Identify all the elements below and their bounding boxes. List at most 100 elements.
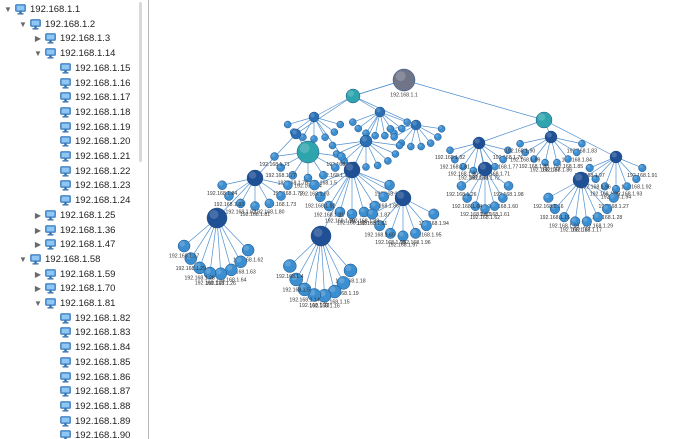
tree-item[interactable]: 192.168.1.90 <box>0 428 138 439</box>
graph-node-circle[interactable] <box>330 128 339 136</box>
graph-node[interactable]: 192.168.1.73 <box>458 166 489 182</box>
graph-node[interactable]: 192.168.1.92 <box>305 191 336 210</box>
graph-node[interactable]: 192.168.1.63 <box>460 201 491 219</box>
graph-node[interactable]: 192.168.1.92 <box>621 174 652 190</box>
graph-node[interactable]: 192.168.1.16 <box>309 288 340 310</box>
graph-node-circle[interactable] <box>632 174 641 184</box>
tree-item[interactable]: ▶ 192.168.1.47 <box>0 237 138 252</box>
graph-node[interactable]: 192.168.1.89 <box>337 208 367 227</box>
graph-node-circle[interactable] <box>469 166 478 175</box>
graph-node[interactable]: 192.168.1.81 <box>240 201 270 219</box>
graph-node[interactable]: 192.168.1.5 <box>282 272 310 294</box>
tree-item[interactable]: ▼ 192.168.1.81 <box>0 296 138 311</box>
graph-node[interactable] <box>296 140 320 164</box>
graph-node[interactable] <box>343 161 361 179</box>
graph-node-circle[interactable] <box>224 191 234 201</box>
graph-node[interactable] <box>336 120 345 129</box>
tree-item[interactable]: 192.168.1.87 <box>0 384 138 399</box>
graph-node[interactable]: 192.168.1.62 <box>470 204 500 222</box>
graph-node[interactable]: 192.168.1.95 <box>411 220 442 238</box>
graph-node-circle[interactable] <box>549 203 560 214</box>
graph-node[interactable]: 192.168.1.15 <box>540 203 570 221</box>
graph-node-circle[interactable] <box>516 139 524 148</box>
triangle-right-icon[interactable]: ▶ <box>34 240 42 250</box>
graph-node-circle[interactable] <box>390 133 398 141</box>
tree-item[interactable]: ▶ 192.168.1.70 <box>0 281 138 296</box>
tree-item[interactable]: 192.168.1.15 <box>0 61 138 76</box>
graph-node[interactable] <box>410 119 422 131</box>
graph-node-circle[interactable] <box>489 201 500 211</box>
graph-node-circle[interactable] <box>451 155 459 164</box>
graph-node-circle[interactable] <box>184 252 198 265</box>
graph-node-circle[interactable] <box>608 192 619 203</box>
graph-node[interactable]: 192.168.1.84 <box>207 180 237 198</box>
graph-node[interactable] <box>384 157 392 165</box>
graph-node-circle[interactable] <box>217 180 227 190</box>
graph-node[interactable]: 192.168.1.60 <box>488 193 518 211</box>
graph-node[interactable]: 192.168.1.27 <box>598 192 629 210</box>
tree-item[interactable]: ▶ 192.168.1.36 <box>0 223 138 238</box>
graph-node-circle[interactable] <box>310 225 332 247</box>
graph-node-circle[interactable] <box>309 179 320 191</box>
graph-node-circle[interactable] <box>611 184 621 194</box>
tree-item[interactable]: 192.168.1.88 <box>0 399 138 414</box>
graph-node-circle[interactable] <box>297 282 312 297</box>
graph-node[interactable] <box>391 150 400 158</box>
triangle-right-icon[interactable]: ▶ <box>34 34 42 44</box>
graph-node[interactable]: 192.168.1.71 <box>259 152 290 169</box>
graph-node-circle[interactable] <box>177 239 191 253</box>
graph-node[interactable]: 192.168.1.97 <box>575 163 605 179</box>
graph-node-circle[interactable] <box>384 157 392 165</box>
graph-node[interactable]: 192.168.1.61 <box>357 208 387 227</box>
graph-node[interactable]: 192.168.1.98 <box>493 181 524 198</box>
graph-node-circle[interactable] <box>241 243 255 257</box>
graph-node[interactable] <box>477 161 493 177</box>
graph-node-circle[interactable] <box>397 124 406 133</box>
graph-node-circle[interactable] <box>371 131 379 140</box>
graph-node-circle[interactable] <box>407 142 415 151</box>
graph-node-circle[interactable] <box>410 119 422 131</box>
triangle-right-icon[interactable]: ▶ <box>34 210 42 220</box>
tree-item[interactable]: 192.168.1.17 <box>0 90 138 105</box>
graph-node[interactable]: 192.168.1.64 <box>216 263 247 284</box>
triangle-right-icon[interactable]: ▶ <box>34 284 42 294</box>
graph-node-circle[interactable] <box>283 120 292 129</box>
graph-node[interactable]: 192.168.1.96 <box>400 227 431 246</box>
tree-item[interactable]: 192.168.1.24 <box>0 193 138 208</box>
triangle-right-icon[interactable]: ▶ <box>34 269 42 279</box>
graph-node[interactable] <box>349 118 357 126</box>
graph-node-circle[interactable] <box>362 163 370 171</box>
graph-node[interactable]: 192.168.1.90 <box>325 206 355 225</box>
graph-node[interactable] <box>437 125 446 133</box>
graph-node-circle[interactable] <box>470 201 481 211</box>
graph-node-circle[interactable] <box>264 198 275 209</box>
graph-node-circle[interactable] <box>553 158 561 167</box>
tree-item[interactable]: 192.168.1.86 <box>0 370 138 385</box>
graph-node[interactable] <box>417 142 425 151</box>
graph-node-circle[interactable] <box>381 131 389 140</box>
graph-node[interactable]: 192.168.1.80 <box>254 198 285 216</box>
graph-node-circle[interactable] <box>336 120 345 129</box>
graph-node-circle[interactable] <box>395 141 404 150</box>
graph-node-circle[interactable] <box>459 162 467 171</box>
graph-node[interactable]: 192.168.1.4 <box>276 259 304 281</box>
graph-node-circle[interactable] <box>437 125 446 133</box>
tree-item[interactable]: ▶ 192.168.1.59 <box>0 267 138 282</box>
graph-node-circle[interactable] <box>417 142 425 151</box>
graph-node[interactable]: 192.168.1.1 <box>390 68 418 99</box>
graph-node-circle[interactable] <box>446 146 454 154</box>
graph-node[interactable]: 192.168.1.14 <box>289 282 320 304</box>
graph-node-circle[interactable] <box>564 155 572 163</box>
graph-node[interactable]: 192.168.1.86 <box>542 158 572 174</box>
tree-item[interactable]: 192.168.1.23 <box>0 178 138 193</box>
graph-node[interactable] <box>308 111 320 123</box>
graph-node[interactable] <box>434 133 442 141</box>
graph-node[interactable]: 192.168.1.19 <box>549 212 579 229</box>
graph-node[interactable]: 192.168.1.97 <box>388 230 418 249</box>
graph-node[interactable]: 192.168.1.85 <box>374 179 405 198</box>
graph-node[interactable] <box>426 139 435 147</box>
tree-item[interactable]: 192.168.1.21 <box>0 149 138 164</box>
graph-node-circle[interactable] <box>428 208 440 220</box>
graph-node-circle[interactable] <box>349 118 357 126</box>
graph-node-circle[interactable] <box>334 206 346 218</box>
